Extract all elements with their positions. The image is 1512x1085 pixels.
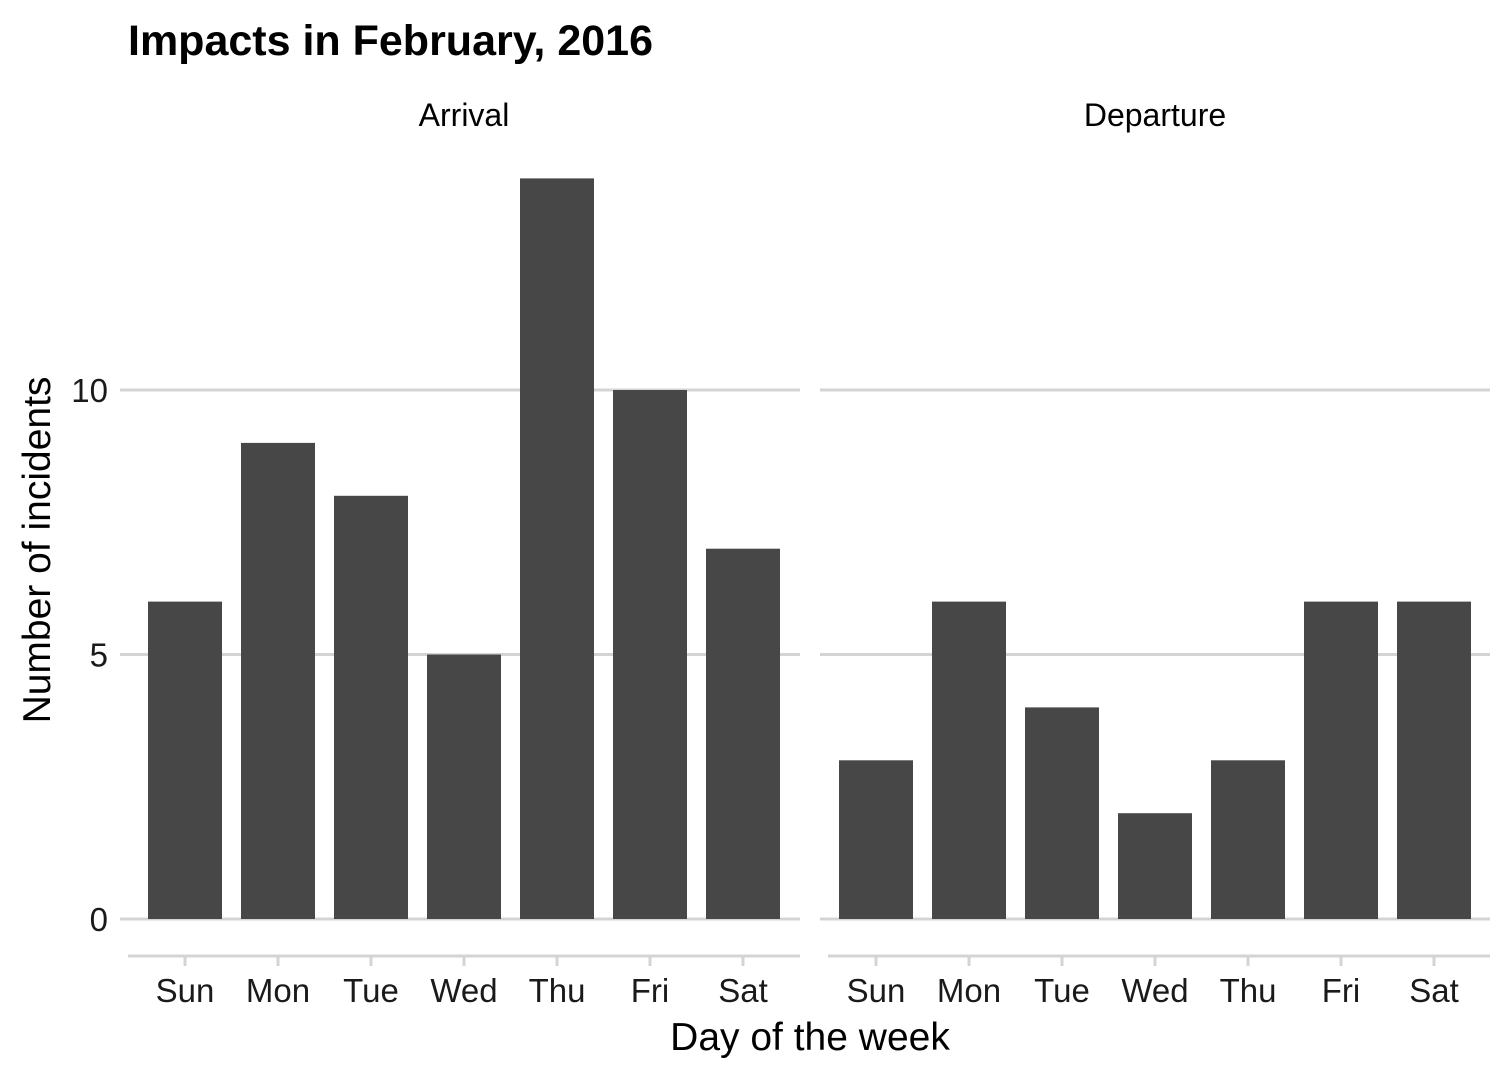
x-tick-label: Sat [1409, 972, 1459, 1009]
bar-arrival-fri [613, 390, 687, 919]
x-tick-label: Wed [1121, 972, 1188, 1009]
x-tick-label: Mon [246, 972, 310, 1009]
bar-arrival-tue [334, 495, 408, 919]
bar-arrival-thu [520, 178, 594, 919]
x-tick-label: Sun [847, 972, 906, 1009]
facet-panel-departure: Departure Sun Mon Tue Wed Thu Fri Sat [820, 97, 1490, 1009]
x-axis-title: Day of the week [670, 1016, 950, 1059]
bar-departure-sun [839, 760, 913, 919]
facet-label: Departure [1084, 97, 1226, 133]
x-tick-label: Thu [1220, 972, 1277, 1009]
bar-departure-tue [1025, 707, 1099, 919]
chart-title: Impacts in February, 2016 [128, 17, 653, 65]
bar-departure-thu [1211, 760, 1285, 919]
y-tick-label: 0 [90, 901, 108, 938]
x-tick-label: Fri [1322, 972, 1360, 1009]
facet-label: Arrival [419, 97, 510, 133]
y-tick-label: 5 [90, 637, 108, 674]
facet-panel-arrival: Arrival Sun Mon Tue Wed Thu Fri Sat [120, 97, 800, 1009]
bar-departure-wed [1118, 813, 1192, 919]
x-tick-label: Fri [631, 972, 669, 1009]
bar-arrival-sat [706, 548, 780, 919]
bar-arrival-mon [241, 442, 315, 919]
x-tick-label: Wed [430, 972, 497, 1009]
x-tick-label: Tue [1034, 972, 1090, 1009]
bar-arrival-sun [148, 601, 222, 919]
x-tick-label: Thu [529, 972, 586, 1009]
x-tick-label: Tue [343, 972, 399, 1009]
y-tick-label: 10 [71, 372, 108, 409]
x-tick-label: Sat [718, 972, 768, 1009]
bar-departure-mon [932, 601, 1006, 919]
y-axis-title: Number of incidents [16, 377, 59, 724]
bar-departure-sat [1397, 601, 1471, 919]
bar-arrival-wed [427, 654, 501, 919]
x-tick-label: Sun [156, 972, 215, 1009]
bar-departure-fri [1304, 601, 1378, 919]
x-tick-label: Mon [937, 972, 1001, 1009]
